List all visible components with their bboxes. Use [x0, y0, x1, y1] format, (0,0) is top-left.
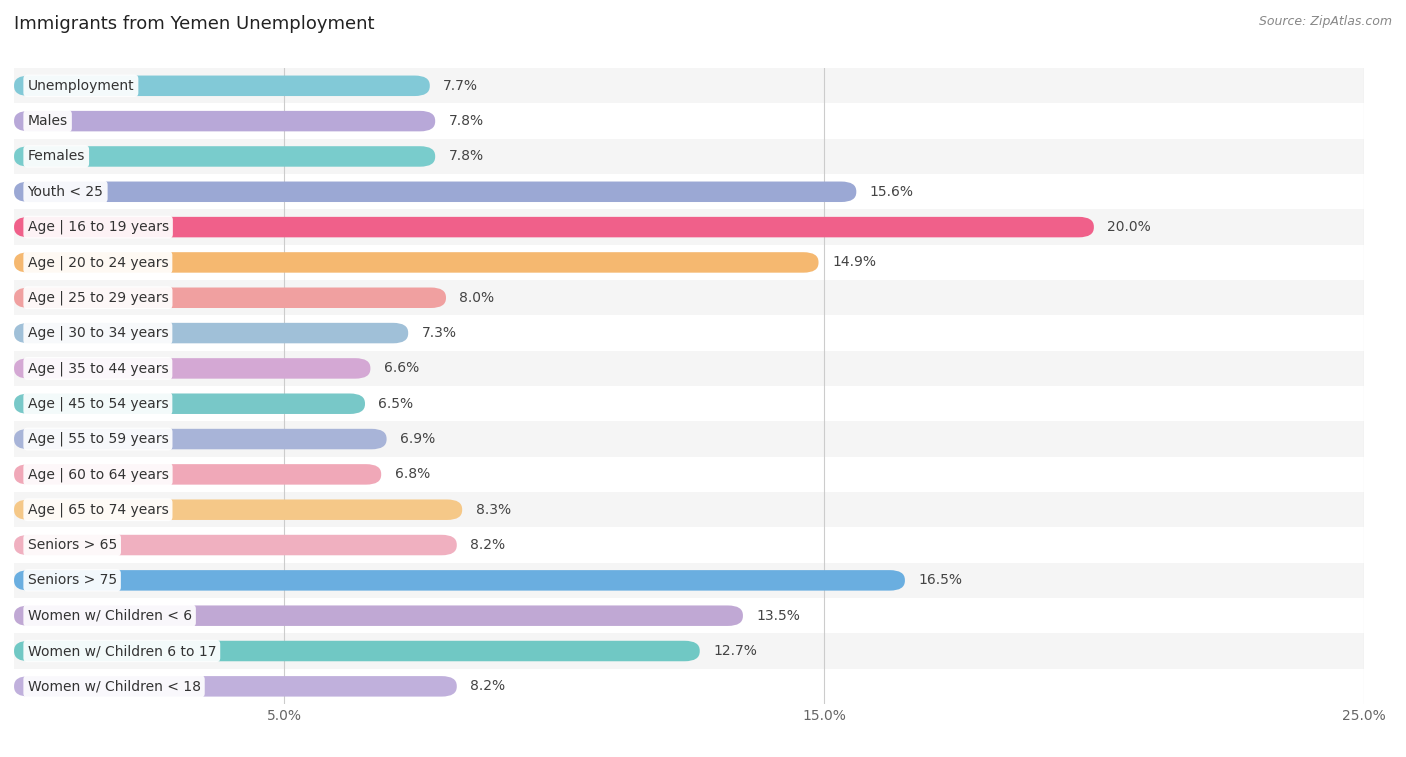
Text: 15.6%: 15.6%: [870, 185, 914, 199]
Bar: [14, 456, 1364, 492]
FancyBboxPatch shape: [14, 676, 457, 696]
FancyBboxPatch shape: [14, 182, 856, 202]
Text: 12.7%: 12.7%: [713, 644, 756, 658]
Bar: [14, 492, 1364, 528]
Bar: [14, 634, 1364, 668]
Bar: [14, 562, 1364, 598]
Text: 20.0%: 20.0%: [1108, 220, 1152, 234]
FancyBboxPatch shape: [14, 252, 818, 273]
Text: Unemployment: Unemployment: [28, 79, 134, 93]
Bar: [14, 210, 1364, 245]
FancyBboxPatch shape: [14, 146, 436, 167]
Text: 8.2%: 8.2%: [470, 679, 505, 693]
Text: 14.9%: 14.9%: [832, 255, 876, 269]
Text: Seniors > 75: Seniors > 75: [28, 573, 117, 587]
Bar: [14, 598, 1364, 634]
Text: Age | 30 to 34 years: Age | 30 to 34 years: [28, 326, 169, 341]
Bar: [14, 422, 1364, 456]
FancyBboxPatch shape: [14, 322, 408, 344]
Bar: [14, 386, 1364, 422]
FancyBboxPatch shape: [14, 570, 905, 590]
Text: Age | 35 to 44 years: Age | 35 to 44 years: [28, 361, 169, 375]
Text: Age | 65 to 74 years: Age | 65 to 74 years: [28, 503, 169, 517]
Text: Age | 55 to 59 years: Age | 55 to 59 years: [28, 431, 169, 447]
Text: Age | 60 to 64 years: Age | 60 to 64 years: [28, 467, 169, 481]
Text: 8.0%: 8.0%: [460, 291, 495, 305]
Text: 8.3%: 8.3%: [475, 503, 510, 517]
Text: Source: ZipAtlas.com: Source: ZipAtlas.com: [1258, 15, 1392, 28]
Bar: [14, 104, 1364, 139]
Text: Women w/ Children < 18: Women w/ Children < 18: [28, 679, 201, 693]
Text: Females: Females: [28, 149, 84, 164]
FancyBboxPatch shape: [14, 76, 430, 96]
Text: Age | 25 to 29 years: Age | 25 to 29 years: [28, 291, 169, 305]
Text: Seniors > 65: Seniors > 65: [28, 538, 117, 552]
Text: 8.2%: 8.2%: [470, 538, 505, 552]
Text: Males: Males: [28, 114, 67, 128]
Text: Age | 16 to 19 years: Age | 16 to 19 years: [28, 220, 169, 235]
Bar: [14, 316, 1364, 350]
Text: Age | 45 to 54 years: Age | 45 to 54 years: [28, 397, 169, 411]
Text: 13.5%: 13.5%: [756, 609, 800, 623]
Text: Women w/ Children < 6: Women w/ Children < 6: [28, 609, 191, 623]
Bar: [14, 668, 1364, 704]
Text: 7.8%: 7.8%: [449, 114, 484, 128]
Text: 7.7%: 7.7%: [443, 79, 478, 93]
Text: 7.8%: 7.8%: [449, 149, 484, 164]
FancyBboxPatch shape: [14, 217, 1094, 238]
FancyBboxPatch shape: [14, 464, 381, 484]
FancyBboxPatch shape: [14, 428, 387, 450]
Text: Women w/ Children 6 to 17: Women w/ Children 6 to 17: [28, 644, 217, 658]
Bar: [14, 68, 1364, 104]
Text: 6.5%: 6.5%: [378, 397, 413, 411]
FancyBboxPatch shape: [14, 500, 463, 520]
FancyBboxPatch shape: [14, 534, 457, 556]
FancyBboxPatch shape: [14, 358, 370, 378]
FancyBboxPatch shape: [14, 111, 436, 132]
Bar: [14, 280, 1364, 316]
FancyBboxPatch shape: [14, 394, 366, 414]
Bar: [14, 174, 1364, 210]
Text: 7.3%: 7.3%: [422, 326, 457, 340]
FancyBboxPatch shape: [14, 606, 742, 626]
Text: 6.9%: 6.9%: [401, 432, 436, 446]
Bar: [14, 350, 1364, 386]
FancyBboxPatch shape: [14, 640, 700, 662]
Text: Immigrants from Yemen Unemployment: Immigrants from Yemen Unemployment: [14, 15, 374, 33]
Bar: [14, 139, 1364, 174]
Text: 6.8%: 6.8%: [395, 467, 430, 481]
Text: 16.5%: 16.5%: [918, 573, 962, 587]
Bar: [14, 528, 1364, 562]
Bar: [14, 245, 1364, 280]
FancyBboxPatch shape: [14, 288, 446, 308]
Text: Age | 20 to 24 years: Age | 20 to 24 years: [28, 255, 169, 269]
Text: Youth < 25: Youth < 25: [28, 185, 104, 199]
Text: 6.6%: 6.6%: [384, 361, 419, 375]
